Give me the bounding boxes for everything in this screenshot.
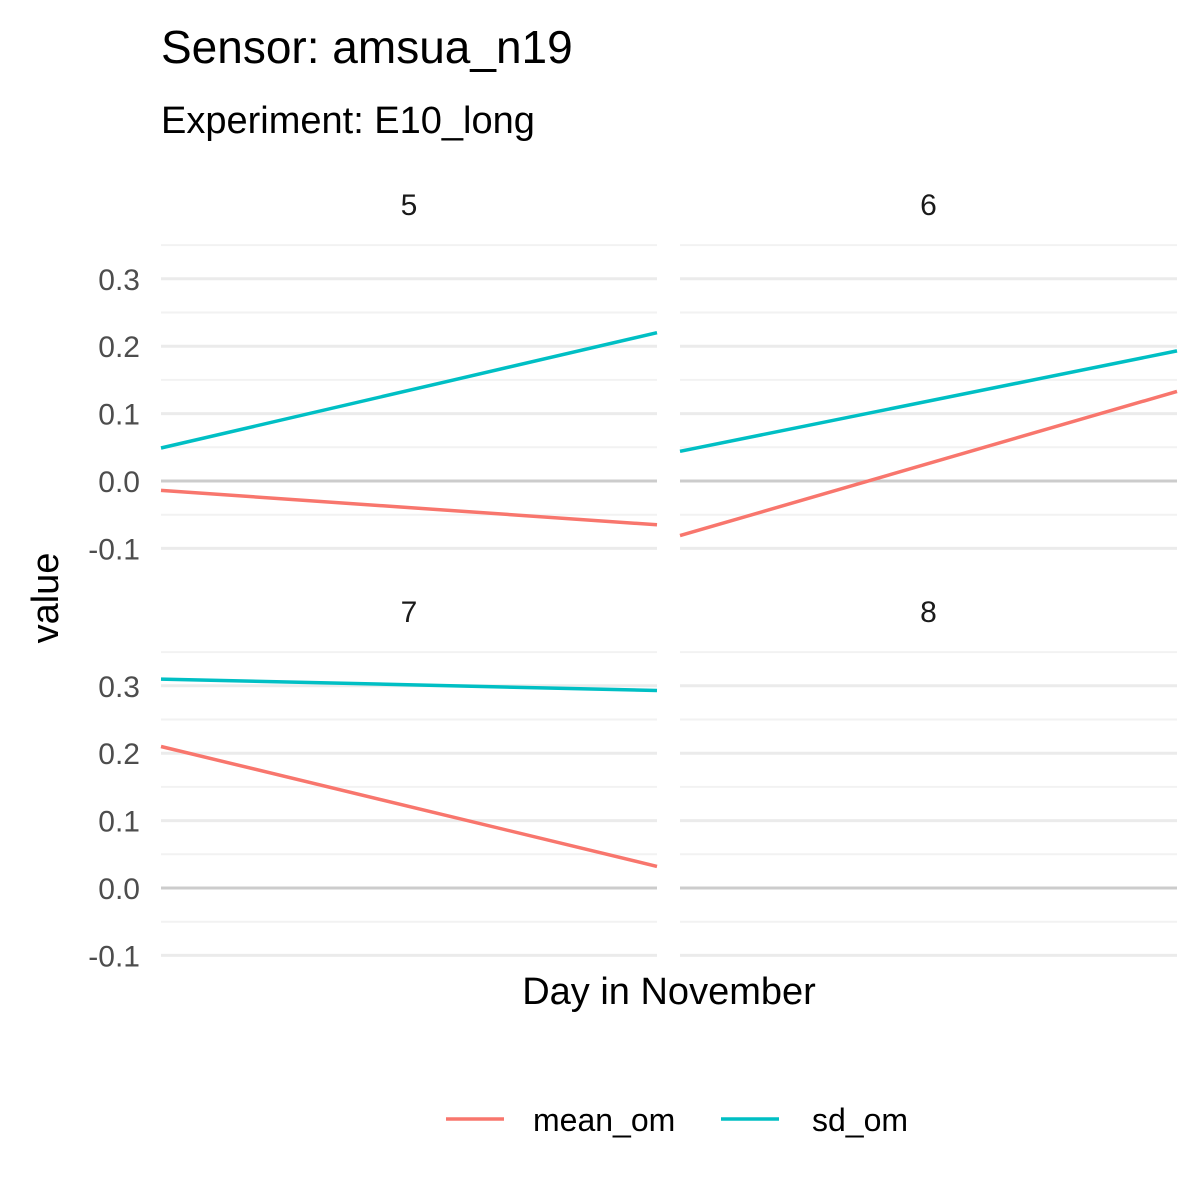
facet-strip-label: 6 xyxy=(920,189,937,222)
y-tick-label: 0.2 xyxy=(98,331,140,364)
chart-subtitle: Experiment: E10_long xyxy=(161,100,535,142)
y-tick-label: 0.2 xyxy=(98,738,140,771)
legend-label: mean_om xyxy=(533,1102,675,1138)
facet-panel-7: 7 xyxy=(160,596,658,957)
facet-strip-label: 7 xyxy=(401,596,418,629)
series-line-sd_om xyxy=(160,330,658,450)
y-tick-label: -0.1 xyxy=(88,940,140,973)
series-line-mean_om xyxy=(679,389,1178,538)
y-tick-label: 0.3 xyxy=(98,264,140,297)
y-tick-label: 0.3 xyxy=(98,671,140,704)
y-tick-label: -0.1 xyxy=(88,533,140,566)
facet-panel-5: 5 xyxy=(160,189,658,550)
y-tick-label: 0.0 xyxy=(98,466,140,499)
facet-panel-8: 8 xyxy=(680,596,1177,957)
series-line-mean_om xyxy=(160,488,658,527)
y-tick-label: 0.1 xyxy=(98,806,140,839)
legend-item-mean_om: mean_om xyxy=(446,1102,675,1138)
chart-title: Sensor: amsua_n19 xyxy=(161,21,573,73)
y-tick-label: 0.1 xyxy=(98,399,140,432)
legend-label: sd_om xyxy=(812,1102,908,1138)
legend-item-sd_om: sd_om xyxy=(721,1102,908,1138)
series-line-mean_om xyxy=(160,744,658,869)
y-axis-top-row: -0.1 0.0 0.1 0.2 0.3 xyxy=(88,264,140,567)
series-line-sd_om xyxy=(679,349,1178,454)
y-tick-label: 0.0 xyxy=(98,873,140,906)
facet-panel-6: 6 xyxy=(679,189,1178,550)
series-line-sd_om xyxy=(160,677,658,693)
facet-panels: 5 6 7 8 xyxy=(160,189,1178,957)
x-axis-title: Day in November xyxy=(522,971,816,1013)
legend: mean_om sd_om xyxy=(446,1102,908,1138)
y-axis-bottom-row: -0.1 0.0 0.1 0.2 0.3 xyxy=(88,671,140,974)
facet-strip-label: 5 xyxy=(401,189,418,222)
y-axis-title: value xyxy=(25,553,67,644)
facet-strip-label: 8 xyxy=(920,596,937,629)
